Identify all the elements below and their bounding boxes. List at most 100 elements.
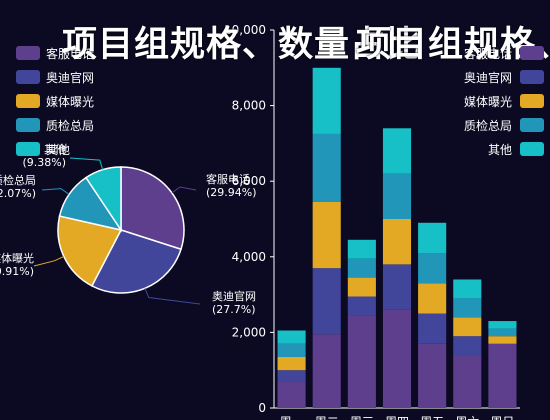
pie-label-percent: (27.7%) [212,303,256,316]
bar-segment[interactable] [453,336,482,356]
x-tick-label: 周日 [490,415,514,420]
pie-slice[interactable] [57,215,123,287]
y-tick-label: 0 [258,401,266,415]
legend-swatch [16,70,40,84]
bar-segment[interactable] [277,343,306,357]
pie-label-percent: (12.07%) [0,187,36,200]
bar-segment[interactable] [277,330,306,344]
bar-segment[interactable] [347,315,376,408]
pie-label-line [41,188,70,195]
bar-segment[interactable] [312,201,341,269]
bar-segment[interactable] [347,258,376,278]
legend-swatch [16,118,40,132]
right-chart-title: 项目组规格、 [356,25,550,65]
bar-segment[interactable] [347,277,376,297]
bar-segment[interactable] [382,264,412,310]
pie-slice[interactable] [90,229,182,294]
legend-item[interactable]: 客服电话 [16,46,95,61]
bar-segment[interactable] [277,370,306,382]
y-tick-label: 8,000 [232,99,266,113]
bar-segment[interactable] [488,336,517,344]
bar-segment[interactable] [277,381,306,408]
legend-label: 媒体曝光 [46,94,95,109]
x-tick-label: 周三 [350,415,374,420]
y-tick-label: 4,000 [232,250,266,264]
pie-label-name: 其他 [44,143,66,156]
x-tick-label: 周一 [280,415,304,420]
bar-segment[interactable] [453,355,482,408]
bar-segment[interactable] [347,296,376,316]
bar-segment[interactable] [418,343,447,408]
bar-segment[interactable] [418,313,447,344]
pie-label-line [69,157,104,170]
pie-label-name: 客服电话 [206,172,250,186]
bar-segment[interactable] [488,328,517,337]
bar-segment[interactable] [418,283,447,314]
legend-swatch [520,94,544,108]
pie-label-line [33,256,65,267]
bar-segment[interactable] [382,173,412,219]
legend-label: 其他 [46,142,71,157]
legend-item[interactable]: 其他 [488,142,544,157]
bar-segment[interactable] [277,356,306,371]
legend-label: 客服电话 [463,46,512,61]
y-tick-label: 6,000 [232,174,266,188]
pie-label-name: 奥迪官网 [212,289,256,303]
bar-segment[interactable] [312,268,341,335]
legend-item[interactable]: 其他 [16,142,71,157]
bar-segment[interactable] [347,239,376,259]
x-tick-label: 周五 [420,415,444,420]
legend-swatch [520,142,544,156]
legend-label: 奥迪官网 [463,70,512,85]
y-tick-label: 10,000 [224,23,266,37]
pie-label-line [144,288,201,305]
legend-item[interactable]: 奥迪官网 [16,70,95,85]
legend-swatch [16,94,40,108]
bar-segment[interactable] [382,128,412,174]
legend-swatch [520,46,544,60]
bar-segment[interactable] [418,253,447,284]
legend-label: 奥迪官网 [46,70,95,85]
legend-item[interactable]: 客服电话 [463,46,544,61]
bar-segment[interactable] [453,279,482,299]
bar-segment[interactable] [488,343,517,408]
bar-segment[interactable] [312,334,341,408]
legend-label: 客服电话 [46,46,95,61]
legend-item[interactable]: 奥迪官网 [463,70,544,85]
legend-item[interactable]: 媒体曝光 [463,94,544,109]
x-tick-label: 周四 [385,415,409,420]
bar-segment[interactable] [453,317,482,337]
y-tick-label: 2,000 [232,325,266,339]
legend-swatch [16,142,40,156]
legend-swatch [16,46,40,60]
pie-label-percent: (20.91%) [0,265,34,278]
legend-label: 质检总局 [46,118,95,133]
x-tick-label: 周二 [315,415,339,420]
pie-label-percent: (9.38%) [22,156,66,169]
legend-swatch [520,118,544,132]
legend-label: 质检总局 [463,118,512,133]
bar-segment[interactable] [312,67,341,134]
bar-legend: 客服电话 奥迪官网 媒体曝光 质检总局 其他 [424,46,544,166]
bar-segment[interactable] [312,133,341,202]
bar-segment[interactable] [488,321,517,329]
pie-label-line [171,186,197,194]
pie-label-name: 质检总局 [0,173,36,187]
legend-item[interactable]: 媒体曝光 [16,94,95,109]
left-chart-title: 项目组规格、数量占比 [62,25,423,65]
pie-label-name: 媒体曝光 [0,251,34,265]
legend-label: 媒体曝光 [463,94,512,109]
pie-label-percent: (29.94%) [206,186,257,199]
pie-legend: 客服电话 奥迪官网 媒体曝光 质检总局 其他 [16,46,136,166]
legend-item[interactable]: 质检总局 [463,118,544,133]
bar-segment[interactable] [453,298,482,318]
legend-swatch [520,70,544,84]
bar-segment[interactable] [418,222,447,254]
bar-segment[interactable] [382,309,412,408]
x-tick-label: 周六 [455,415,479,420]
bar-segment[interactable] [382,219,412,265]
legend-item[interactable]: 质检总局 [16,118,95,133]
